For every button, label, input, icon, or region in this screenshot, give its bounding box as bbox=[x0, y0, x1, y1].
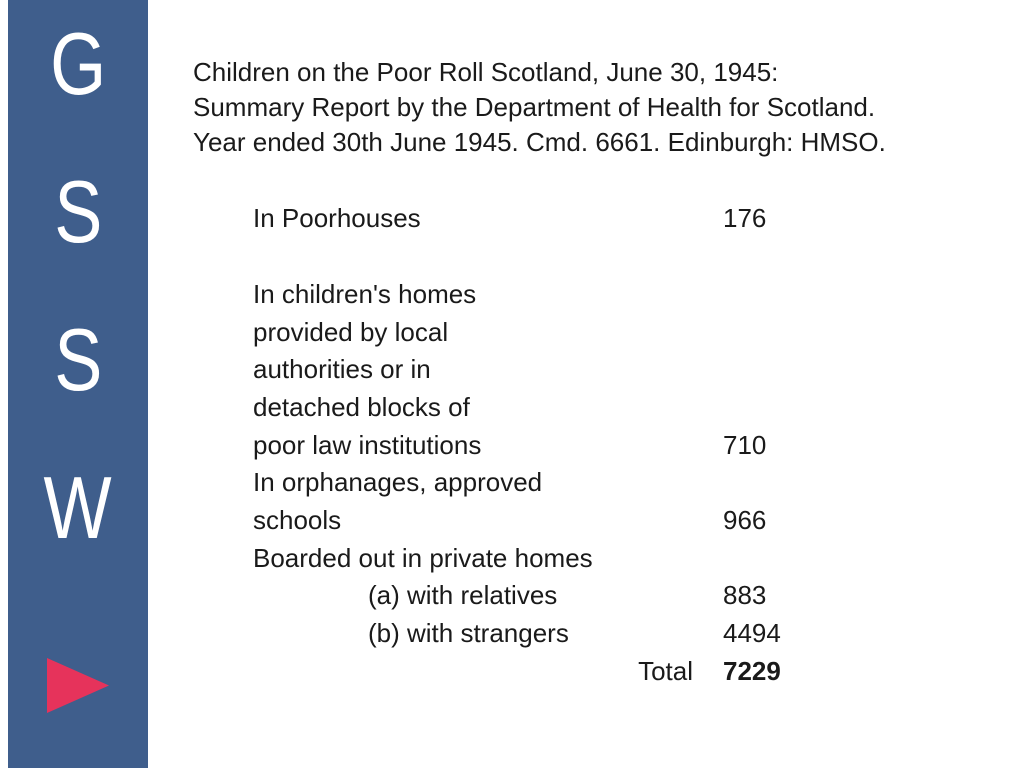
row-value: 966 bbox=[723, 502, 843, 540]
sidebar-letter: S bbox=[54, 316, 102, 404]
row-value: 4494 bbox=[723, 615, 843, 653]
row-label: Boarded out in private homes bbox=[253, 540, 723, 578]
sidebar-letter: W bbox=[44, 464, 112, 552]
table-row: In Poorhouses 176 bbox=[253, 200, 994, 238]
row-label: In orphanages, approved bbox=[253, 464, 723, 502]
row-label: poor law institutions bbox=[253, 427, 723, 465]
spacer bbox=[253, 238, 994, 276]
table-row: authorities or in bbox=[253, 351, 994, 389]
row-label: provided by local bbox=[253, 314, 723, 352]
data-table: In Poorhouses 176 In children's homes pr… bbox=[193, 200, 994, 690]
table-row: In children's homes bbox=[253, 276, 994, 314]
sidebar-letter: S bbox=[54, 168, 102, 256]
citation-header: Children on the Poor Roll Scotland, June… bbox=[193, 55, 994, 160]
table-subrow: (b) with strangers 4494 bbox=[253, 615, 994, 653]
row-label: In Poorhouses bbox=[253, 200, 723, 238]
row-label: schools bbox=[253, 502, 723, 540]
row-value: 176 bbox=[723, 200, 843, 238]
slide-page: GSSW Children on the Poor Roll Scotland,… bbox=[0, 0, 1024, 768]
table-row: Boarded out in private homes bbox=[253, 540, 994, 578]
header-line: Year ended 30th June 1945. Cmd. 6661. Ed… bbox=[193, 125, 994, 160]
sidebar-letter: G bbox=[50, 20, 106, 108]
table-row: In orphanages, approved bbox=[253, 464, 994, 502]
sidebar-acronym: GSSW bbox=[36, 20, 119, 552]
row-value: 710 bbox=[723, 427, 843, 465]
table-row: detached blocks of bbox=[253, 389, 994, 427]
table-row: schools 966 bbox=[253, 502, 994, 540]
play-icon bbox=[47, 658, 109, 718]
total-label: Total bbox=[253, 653, 723, 691]
content-area: Children on the Poor Roll Scotland, June… bbox=[148, 0, 1024, 768]
row-label: detached blocks of bbox=[253, 389, 723, 427]
sidebar-brand-stripe: GSSW bbox=[8, 0, 148, 768]
total-value: 7229 bbox=[723, 653, 843, 691]
table-total-row: Total 7229 bbox=[253, 653, 994, 691]
table-row: provided by local bbox=[253, 314, 994, 352]
table-row: poor law institutions 710 bbox=[253, 427, 994, 465]
row-label: In children's homes bbox=[253, 276, 723, 314]
row-value: 883 bbox=[723, 577, 843, 615]
row-label: (b) with strangers bbox=[253, 615, 723, 653]
table-subrow: (a) with relatives 883 bbox=[253, 577, 994, 615]
header-line: Children on the Poor Roll Scotland, June… bbox=[193, 55, 994, 90]
header-line: Summary Report by the Department of Heal… bbox=[193, 90, 994, 125]
row-label: authorities or in bbox=[253, 351, 723, 389]
row-label: (a) with relatives bbox=[253, 577, 723, 615]
